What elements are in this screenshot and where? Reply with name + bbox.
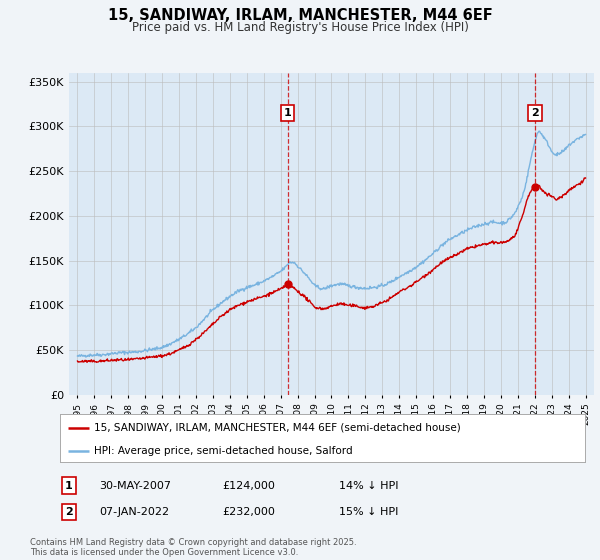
Text: 07-JAN-2022: 07-JAN-2022 [99, 507, 169, 517]
Text: 15, SANDIWAY, IRLAM, MANCHESTER, M44 6EF: 15, SANDIWAY, IRLAM, MANCHESTER, M44 6EF [107, 8, 493, 24]
Text: 2: 2 [531, 108, 539, 118]
Text: 1: 1 [284, 108, 292, 118]
Text: £232,000: £232,000 [222, 507, 275, 517]
Text: 30-MAY-2007: 30-MAY-2007 [99, 480, 171, 491]
Text: 1: 1 [65, 480, 73, 491]
Text: 2: 2 [65, 507, 73, 517]
Text: Price paid vs. HM Land Registry's House Price Index (HPI): Price paid vs. HM Land Registry's House … [131, 21, 469, 34]
Text: HPI: Average price, semi-detached house, Salford: HPI: Average price, semi-detached house,… [94, 446, 353, 456]
Text: 15, SANDIWAY, IRLAM, MANCHESTER, M44 6EF (semi-detached house): 15, SANDIWAY, IRLAM, MANCHESTER, M44 6EF… [94, 423, 461, 433]
Text: Contains HM Land Registry data © Crown copyright and database right 2025.
This d: Contains HM Land Registry data © Crown c… [30, 538, 356, 557]
Text: 14% ↓ HPI: 14% ↓ HPI [339, 480, 398, 491]
Text: 15% ↓ HPI: 15% ↓ HPI [339, 507, 398, 517]
Text: £124,000: £124,000 [222, 480, 275, 491]
